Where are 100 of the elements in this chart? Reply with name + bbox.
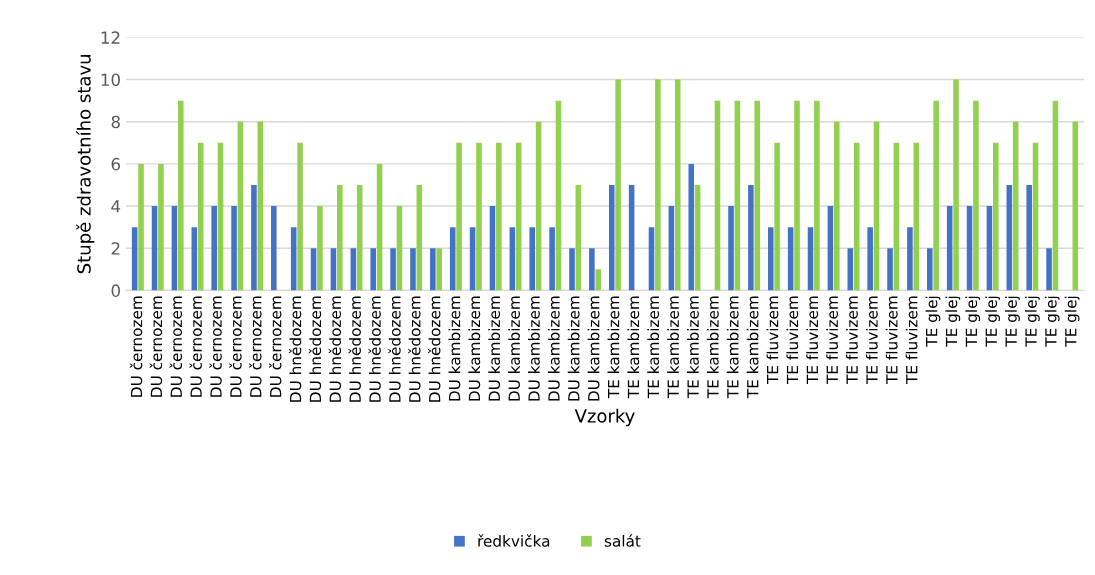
bar [853, 142, 860, 291]
x-tick-label: TE glej [925, 296, 941, 347]
bar [655, 79, 661, 291]
x-tick-label: DU kambizem [508, 296, 520, 401]
x-axis-title: Vzorky [574, 408, 635, 427]
x-tick-label: TE glej [945, 296, 961, 347]
x-tick-label: DU černozem [268, 296, 282, 397]
x-tick-label: TE fluvizem [806, 296, 819, 385]
y-tick-label: 2 [111, 242, 120, 255]
x-tick-label: TE fluvizem [865, 296, 878, 385]
bar [728, 206, 734, 291]
bar [814, 100, 820, 291]
bar [489, 206, 496, 291]
bar [271, 206, 277, 291]
x-tick-label: TE kambizem [667, 296, 679, 399]
x-tick-label: DU černozem [149, 296, 163, 397]
bar [993, 142, 999, 291]
x-tick-label: TE glej [1044, 296, 1060, 347]
x-tick-label: DU hnědozem [288, 296, 302, 402]
x-tick-label: DU černozem [189, 296, 202, 397]
bar [251, 184, 257, 291]
bar [674, 79, 681, 291]
bar [410, 248, 416, 291]
x-tick-label: TE kambizem [647, 296, 660, 399]
bar [867, 227, 873, 291]
bar [317, 206, 323, 291]
bar [515, 142, 522, 291]
bar [1032, 142, 1039, 291]
bar [833, 121, 840, 291]
bar [569, 248, 575, 291]
bar [946, 206, 953, 291]
x-tick-label: DU hnědozem [408, 296, 421, 402]
x-tick-label: DU kambizem [587, 296, 600, 401]
bar [589, 248, 595, 291]
bar [217, 142, 224, 291]
x-tick-label: TE fluvizem [885, 296, 898, 385]
x-tick-label: DU kambizem [547, 296, 560, 401]
x-tick-label: TE glej [985, 296, 1000, 347]
y-axis-title: Stupě zdravotního stavu [76, 55, 95, 274]
x-tick-label: DU hnědozem [388, 296, 401, 402]
x-tick-label: TE kambizem [746, 296, 759, 399]
bar [933, 100, 939, 291]
bar [158, 163, 164, 291]
bar [430, 248, 436, 291]
bar [297, 142, 303, 291]
bar [953, 79, 959, 291]
y-tick-label: 12 [101, 31, 120, 44]
x-tick-label: TE fluvizem [905, 296, 918, 385]
x-tick-label: TE kambizem [687, 296, 699, 399]
bar [595, 269, 602, 291]
y-tick-label: 0 [111, 284, 120, 297]
bar [927, 248, 933, 291]
bar [767, 227, 774, 291]
bar [913, 142, 920, 291]
x-tick-label: DU kambizem [488, 296, 501, 401]
bar [476, 142, 482, 291]
x-tick-label: DU černozem [209, 296, 222, 397]
bar [615, 79, 621, 291]
bar [827, 206, 834, 291]
bar [754, 100, 761, 291]
bar [688, 163, 695, 291]
x-tick-label: DU kambizem [448, 296, 461, 401]
bar [197, 142, 204, 291]
bar [231, 206, 237, 291]
x-tick-label: TE fluvizem [786, 296, 799, 385]
y-tick-label: 6 [111, 157, 121, 171]
x-tick-label: DU kambizem [528, 296, 540, 401]
y-tick-label: 4 [111, 200, 121, 213]
x-tick-label: TE glej [1005, 296, 1020, 347]
x-tick-label: DU kambizem [567, 296, 580, 401]
x-tick-label: DU hnědozem [428, 296, 441, 402]
bar [151, 206, 158, 291]
x-tick-label: TE glej [965, 296, 981, 347]
bar [449, 227, 456, 291]
bar [396, 206, 403, 291]
bar [887, 248, 893, 291]
bar [668, 206, 675, 291]
bar [608, 184, 615, 291]
bar [907, 227, 913, 291]
bar [893, 142, 900, 291]
x-tick-label: TE fluvizem [826, 296, 839, 385]
bar [966, 206, 973, 291]
x-tick-label: TE kambizem [607, 296, 620, 399]
x-tick-label: TE kambizem [726, 296, 739, 399]
bar [986, 206, 993, 291]
bar [529, 227, 536, 291]
x-tick-label: TE glej [1064, 296, 1080, 347]
y-tick-label: 8 [111, 115, 120, 129]
bar [748, 184, 754, 291]
bar [337, 184, 343, 291]
x-tick-label: TE fluvizem [766, 296, 779, 385]
bar [774, 142, 780, 291]
bar [496, 142, 502, 291]
bar [794, 100, 800, 291]
x-tick-label: DU hnědozem [308, 296, 322, 402]
bar [436, 248, 442, 291]
x-tick-label: DU hnědozem [368, 296, 381, 402]
x-tick-label: DU černozem [169, 296, 183, 397]
legend-label: ředkvička [478, 534, 550, 547]
bar [171, 206, 178, 291]
